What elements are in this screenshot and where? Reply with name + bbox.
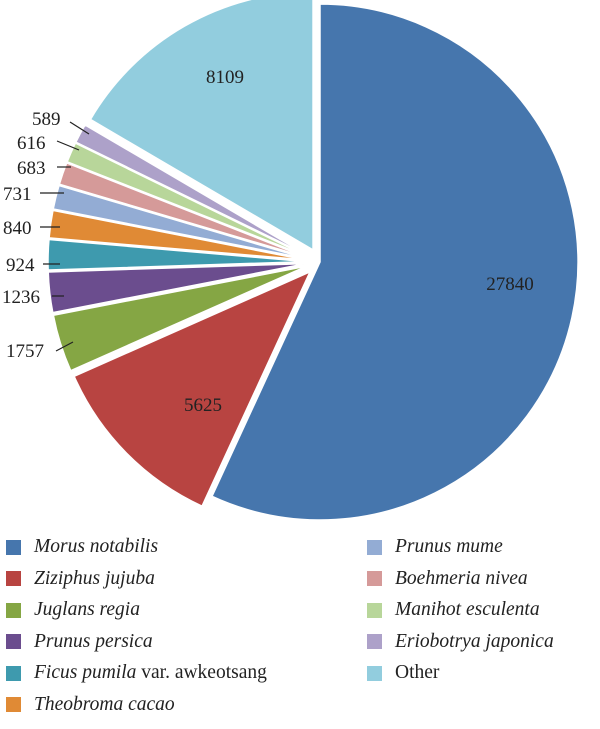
legend-swatch bbox=[6, 634, 21, 649]
legend-item-11: Other bbox=[367, 658, 439, 688]
legend-label: Prunus persica bbox=[34, 631, 153, 653]
legend-item-1: Morus notabilis bbox=[6, 532, 158, 562]
data-label-10: 589 bbox=[32, 109, 61, 130]
pie-slice-2 bbox=[73, 270, 312, 508]
legend-swatch bbox=[6, 697, 21, 712]
pie-slice-8 bbox=[58, 161, 308, 259]
data-label-6: 840 bbox=[3, 218, 32, 239]
legend-label-italic: Eriobotrya japonica bbox=[395, 630, 554, 652]
legend-item-9: Manihot esculenta bbox=[367, 595, 540, 625]
legend-label-italic: Manihot esculenta bbox=[395, 599, 540, 620]
legend-swatch bbox=[6, 665, 21, 681]
legend-label-italic: Boehmeria nivea bbox=[395, 567, 528, 589]
pie-slice-11 bbox=[89, 0, 314, 252]
legend-item-4: Prunus persica bbox=[6, 627, 153, 657]
data-label-3: 1757 bbox=[6, 341, 44, 362]
legend-label: Juglans regia bbox=[34, 599, 140, 621]
pie-chart: 27840 5625 1757 1236 924 840 731 683 616 589 8109 bbox=[2, 0, 579, 521]
legend-label: Ficus pumila var. awkeotsang bbox=[34, 662, 267, 683]
legend-label: Prunus mume bbox=[395, 536, 503, 558]
pie-slice-3 bbox=[52, 265, 307, 372]
legend-label: Ziziphus jujuba bbox=[34, 568, 155, 590]
pie-slice-10 bbox=[74, 123, 309, 257]
data-label-1: 27840 bbox=[486, 274, 534, 295]
pie-slice-4 bbox=[47, 262, 307, 314]
data-label-4: 1236 bbox=[2, 287, 40, 308]
legend-label: Boehmeria nivea bbox=[395, 568, 528, 590]
legend-item-6: Theobroma cacao bbox=[6, 690, 175, 720]
data-label-7: 731 bbox=[3, 184, 32, 205]
leader-line-3 bbox=[55, 341, 74, 352]
pie-slice-6 bbox=[48, 209, 307, 261]
pie-slice-1 bbox=[210, 3, 579, 521]
data-label-11: 8109 bbox=[206, 67, 244, 88]
legend-swatch bbox=[6, 602, 21, 618]
legend-swatch bbox=[367, 665, 382, 681]
data-label-8: 683 bbox=[17, 158, 46, 179]
legend-item-5: Ficus pumila var. awkeotsang bbox=[6, 658, 267, 688]
legend-label-italic: Prunus mume bbox=[395, 536, 503, 557]
legend-label: Eriobotrya japonica bbox=[395, 631, 554, 653]
legend-label-italic: Prunus persica bbox=[34, 630, 153, 652]
legend-item-7: Prunus mume bbox=[367, 532, 503, 562]
legend-label-italic: Juglans regia bbox=[34, 599, 140, 620]
legend-label-italic: Morus notabilis bbox=[34, 536, 159, 557]
leader-line-9 bbox=[56, 140, 80, 151]
legend: Morus notabilis Ziziphus jujuba Juglans re… bbox=[0, 528, 600, 728]
legend-label-italic: Ziziphus jujuba bbox=[34, 567, 155, 589]
legend-swatch bbox=[367, 634, 382, 649]
pie-slice-5 bbox=[47, 238, 307, 271]
legend-label: Other bbox=[395, 662, 440, 683]
legend-label: Theobroma cacao bbox=[34, 694, 175, 716]
legend-item-8: Boehmeria nivea bbox=[367, 564, 528, 594]
data-label-9: 616 bbox=[17, 133, 46, 154]
legend-item-3: Juglans regia bbox=[6, 595, 140, 625]
legend-swatch bbox=[367, 602, 382, 618]
pie-slice-7 bbox=[52, 184, 307, 260]
legend-label: Morus notabilis bbox=[34, 536, 158, 558]
data-label-2: 5625 bbox=[184, 395, 222, 416]
legend-swatch bbox=[367, 571, 382, 586]
data-label-5: 924 bbox=[6, 255, 35, 276]
legend-label-italic: Theobroma cacao bbox=[34, 693, 175, 715]
legend-label-italic: Ficus pumila bbox=[34, 662, 137, 683]
legend-label: Manihot esculenta bbox=[395, 599, 540, 621]
pie-slice-9 bbox=[66, 142, 308, 258]
leader-line-10 bbox=[69, 121, 90, 135]
legend-item-10: Eriobotrya japonica bbox=[367, 627, 554, 657]
legend-swatch bbox=[6, 539, 21, 555]
legend-swatch bbox=[367, 539, 382, 555]
legend-item-2: Ziziphus jujuba bbox=[6, 564, 155, 594]
legend-swatch bbox=[6, 571, 21, 586]
